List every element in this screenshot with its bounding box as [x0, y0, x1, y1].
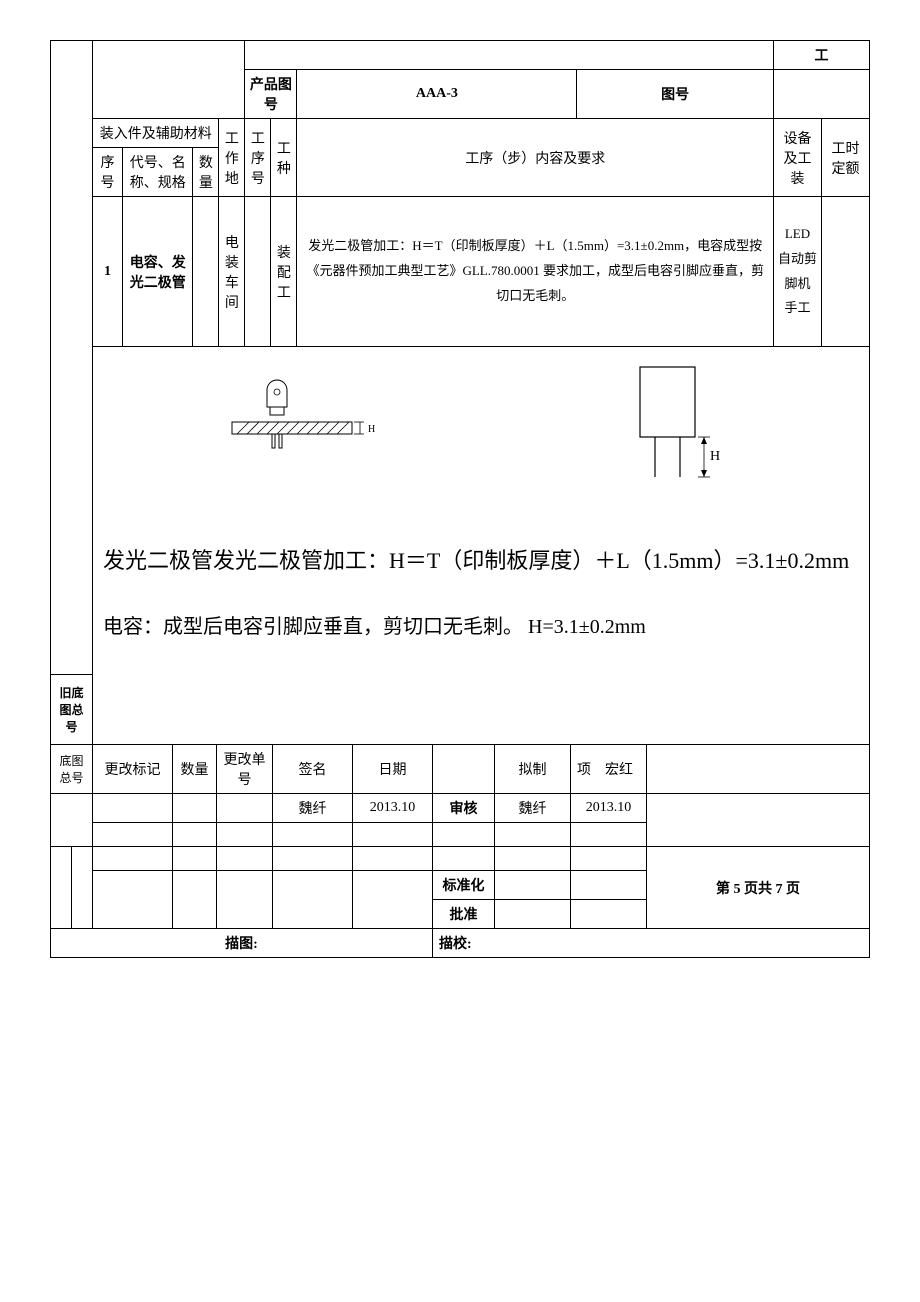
blank-top-mid	[245, 41, 774, 70]
led-diagram: H	[212, 372, 392, 482]
top-right-label: 工	[774, 41, 870, 70]
q-1	[173, 794, 217, 823]
approval-label: 批准	[433, 900, 495, 929]
sig-3	[273, 847, 353, 871]
approval-date	[571, 900, 647, 929]
sig-name-1: 魏纤	[273, 794, 353, 823]
process-document: 工 产品图号 AAA-3 图号 装入件及辅助材料 工作地 工序号 工种 工序（步…	[50, 40, 870, 958]
co-1	[217, 794, 273, 823]
co-2	[217, 823, 273, 847]
equip-header: 设备及工装	[774, 119, 822, 197]
blank-r2-1	[433, 823, 495, 847]
blank-r2-2	[495, 823, 571, 847]
row1-seq: 1	[93, 197, 123, 347]
date-4	[353, 871, 433, 929]
row1-equip: LED 自动剪脚机 手工	[774, 197, 822, 347]
std-date	[571, 871, 647, 900]
footer-table: 底图总号 更改标记 数量 更改单号 签名 日期 拟制 项 宏红 魏纤 2013.…	[50, 745, 870, 958]
drawing-label: 图号	[577, 70, 774, 119]
q-4	[173, 871, 217, 929]
row1-worktype: 装配工	[271, 197, 297, 347]
trace-label: 描图:	[51, 929, 433, 958]
row1-workloc: 电装车间	[219, 197, 245, 347]
old-bottom-drawing-value	[93, 675, 870, 745]
workseq-header: 工序号	[245, 119, 271, 197]
capacitor-diagram: H	[610, 362, 750, 492]
row1-qty	[193, 197, 219, 347]
svg-text:H: H	[368, 424, 375, 435]
blank-footer-1	[433, 745, 495, 794]
blank-footer-2	[647, 745, 870, 794]
reviewer-date: 2013.10	[571, 794, 647, 823]
date-3	[353, 847, 433, 871]
blank-r3-3	[571, 847, 647, 871]
drafted-by-label: 拟制	[495, 745, 571, 794]
change-mark-label: 更改标记	[93, 745, 173, 794]
row1-quota	[822, 197, 870, 347]
trace-check-label: 描校:	[433, 929, 870, 958]
desc-line1: 发光二极管发光二极管加工：H＝T（印制板厚度）＋L（1.5mm）=3.1±0.2…	[103, 537, 859, 585]
cm-3	[93, 847, 173, 871]
header-table: 工 产品图号 AAA-3 图号 装入件及辅助材料 工作地 工序号 工种 工序（步…	[50, 40, 870, 745]
diagram-cell: H H	[93, 347, 870, 507]
blank-r3-2	[495, 847, 571, 871]
step-content-header: 工序（步）内容及要求	[297, 119, 774, 197]
sig-2	[273, 823, 353, 847]
co-3	[217, 847, 273, 871]
blank-r2-3	[571, 823, 647, 847]
qty-header: 数量	[193, 148, 219, 197]
date-label: 日期	[353, 745, 433, 794]
desc-line2: 电容：成型后电容引脚应垂直，剪切口无毛刺。 H=3.1±0.2mm	[103, 609, 859, 645]
date-2	[353, 823, 433, 847]
row1-content: 发光二极管加工：H＝T（印制板厚度）＋L（1.5mm）=3.1±0.2mm，电容…	[297, 197, 774, 347]
change-order-label: 更改单号	[217, 745, 273, 794]
cm-2	[93, 823, 173, 847]
sig-4	[273, 871, 353, 929]
reviewer-name: 魏纤	[495, 794, 571, 823]
std-name	[495, 871, 571, 900]
workloc-header: 工作地	[219, 119, 245, 197]
page-info: 第 5 页共 7 页	[647, 847, 870, 929]
cm-4	[93, 871, 173, 929]
signature-label: 签名	[273, 745, 353, 794]
namespec-header: 代号、名称、规格	[123, 148, 193, 197]
q-2	[173, 823, 217, 847]
blank-footer-3	[647, 794, 870, 847]
bottom-drawing-label: 底图总号	[51, 745, 93, 794]
row1-workseq	[245, 197, 271, 347]
product-drawing-value: AAA-3	[297, 70, 577, 119]
reviewer-label: 审核	[433, 794, 495, 823]
seq-header: 序号	[93, 148, 123, 197]
sig-date-1: 2013.10	[353, 794, 433, 823]
left-slim-2	[72, 847, 93, 929]
h-label: H	[710, 449, 720, 464]
left-margin-top	[51, 41, 93, 675]
cm-1	[93, 794, 173, 823]
q-3	[173, 847, 217, 871]
row1-name: 电容、发光二极管	[123, 197, 193, 347]
blank-top-left	[93, 41, 245, 119]
worktype-header: 工种	[271, 119, 297, 197]
drawing-blank	[774, 70, 870, 119]
old-bottom-drawing-label: 旧底图总号	[51, 675, 93, 745]
footer-qty-label: 数量	[173, 745, 217, 794]
parts-materials-header: 装入件及辅助材料	[93, 119, 219, 148]
description-cell: 发光二极管发光二极管加工：H＝T（印制板厚度）＋L（1.5mm）=3.1±0.2…	[93, 507, 870, 675]
standardization-label: 标准化	[433, 871, 495, 900]
bottom-drawing-value	[51, 794, 93, 847]
drafter-name: 项 宏红	[571, 745, 647, 794]
time-quota-header: 工时定额	[822, 119, 870, 197]
left-slim-1	[51, 847, 72, 929]
product-drawing-label: 产品图号	[245, 70, 297, 119]
co-4	[217, 871, 273, 929]
approval-name	[495, 900, 571, 929]
blank-r3-1	[433, 847, 495, 871]
